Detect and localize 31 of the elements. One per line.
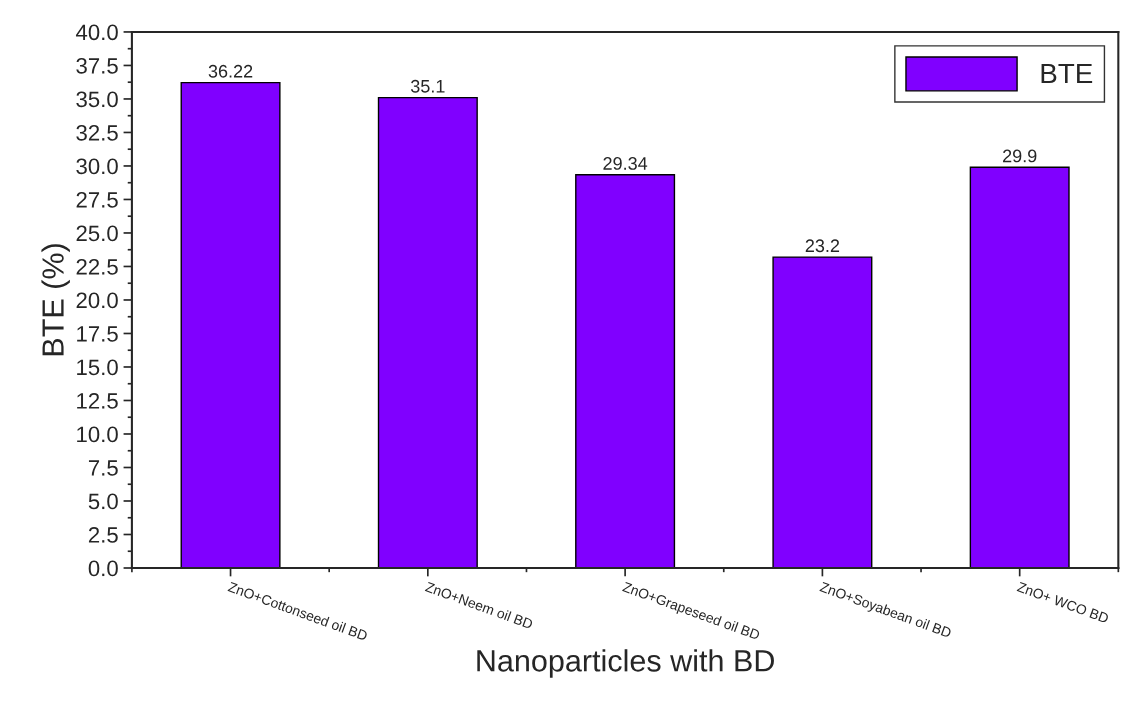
y-tick-label: 10.0 xyxy=(77,426,118,443)
bar xyxy=(575,174,676,568)
bar xyxy=(969,166,1070,568)
y-tick-label: 12.5 xyxy=(77,393,118,409)
y-tick-label: 40.0 xyxy=(75,24,118,41)
bar xyxy=(377,96,478,568)
data-label: 29.34 xyxy=(603,157,648,170)
y-tick-label: 25.0 xyxy=(76,225,118,242)
bar xyxy=(180,81,281,568)
y-tick-label: 7.5 xyxy=(88,460,118,476)
y-tick-label: 32.5 xyxy=(76,124,118,141)
data-label: 23.2 xyxy=(805,239,840,253)
y-tick-label: 2.5 xyxy=(88,527,118,543)
y-tick-label: 30.0 xyxy=(76,158,118,175)
data-label: 35.1 xyxy=(410,79,445,93)
y-tick-label: 0.0 xyxy=(88,560,118,577)
y-tick-label: 27.5 xyxy=(76,192,118,208)
y-tick-label: 35.0 xyxy=(76,91,118,108)
y-tick-label: 37.5 xyxy=(76,57,118,74)
data-label: 36.22 xyxy=(208,64,253,78)
y-tick-label: 17.5 xyxy=(77,326,118,342)
y-tick-label: 22.5 xyxy=(76,259,118,275)
bar xyxy=(772,256,873,568)
x-axis-title: Nanoparticles with BD xyxy=(477,649,774,678)
y-axis-title: BTE (%) xyxy=(41,244,70,356)
data-label: 29.9 xyxy=(1003,149,1037,163)
legend-label: BTE xyxy=(1041,63,1093,84)
x-tick-label: ZnO+ WCO BD xyxy=(1016,581,1110,624)
y-tick-label: 15.0 xyxy=(77,359,118,376)
y-tick-label: 5.0 xyxy=(88,493,118,510)
y-tick-label: 20.0 xyxy=(76,292,118,309)
